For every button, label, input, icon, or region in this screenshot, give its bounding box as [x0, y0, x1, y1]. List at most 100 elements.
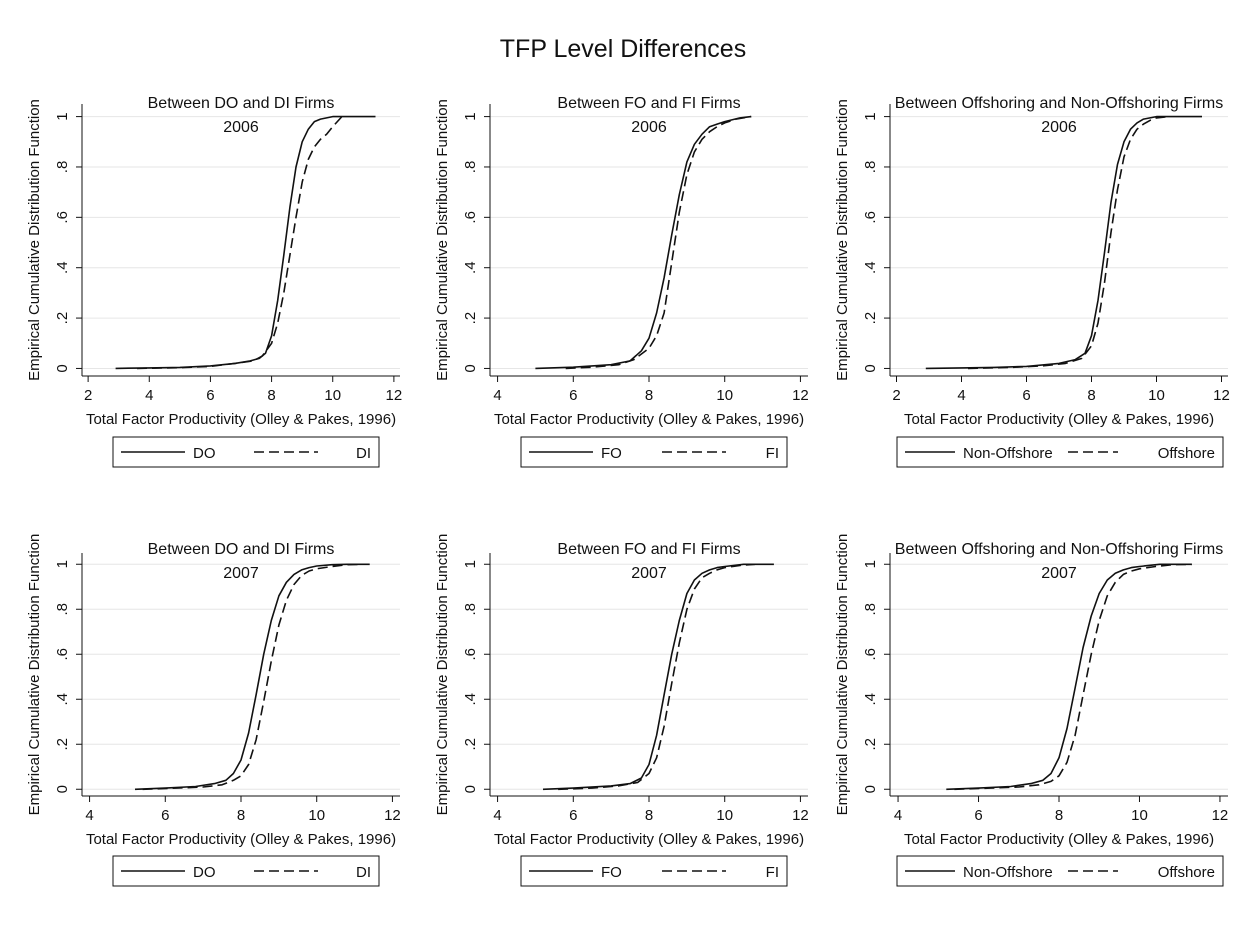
- chart-subtitle: 2007: [223, 565, 259, 582]
- legend-label: DI: [356, 445, 371, 462]
- y-axis-label: Empirical Cumulative Distribution Functi…: [26, 99, 43, 381]
- series-line-di: [136, 116, 343, 370]
- series-line-fo: [542, 563, 774, 791]
- y-tick-label: .6: [462, 211, 479, 224]
- series-line-fo: [535, 115, 752, 370]
- x-axis-label: Total Factor Productivity (Olley & Pakes…: [904, 831, 1214, 848]
- y-tick-label: .4: [462, 693, 479, 706]
- x-tick-label: 4: [957, 387, 965, 404]
- legend: Non-Offshore Offshore: [896, 436, 1224, 468]
- legend-label: Offshore: [1158, 864, 1215, 881]
- chart-subtitle: 2007: [631, 565, 667, 582]
- x-tick-label: 6: [569, 387, 577, 404]
- x-axis-label: Total Factor Productivity (Olley & Pakes…: [494, 831, 804, 848]
- chart-title: Between DO and DI Firms: [148, 541, 335, 558]
- y-tick-label: .8: [862, 603, 879, 616]
- y-tick-label: .8: [462, 161, 479, 174]
- chart-subtitle: 2006: [223, 119, 259, 136]
- x-axis-label: Total Factor Productivity (Olley & Pakes…: [86, 831, 396, 848]
- y-tick-label: .2: [862, 312, 879, 325]
- x-tick-label: 8: [645, 807, 653, 824]
- legend: DO DI: [112, 855, 380, 887]
- chart-title: Between FO and FI Firms: [557, 541, 740, 558]
- series-line-fi: [558, 563, 756, 791]
- x-tick-label: 12: [792, 387, 809, 404]
- y-tick-label: .6: [54, 648, 71, 661]
- chart-title: Between FO and FI Firms: [557, 95, 740, 112]
- x-axis-label: Total Factor Productivity (Olley & Pakes…: [86, 411, 396, 428]
- y-tick-label: .2: [54, 738, 71, 751]
- legend: Non-Offshore Offshore: [896, 855, 1224, 887]
- chart-subtitle: 2006: [1041, 119, 1077, 136]
- x-tick-label: 10: [324, 387, 341, 404]
- y-tick-label: 0: [54, 785, 71, 793]
- series-line-di: [142, 563, 363, 791]
- y-tick-label: .2: [462, 738, 479, 751]
- x-tick-label: 6: [161, 807, 169, 824]
- x-tick-label: 6: [974, 807, 982, 824]
- x-tick-label: 8: [1087, 387, 1095, 404]
- legend-label: FI: [766, 445, 779, 462]
- x-tick-label: 10: [716, 807, 733, 824]
- y-tick-label: 1: [862, 112, 879, 120]
- x-tick-label: 4: [85, 807, 93, 824]
- y-tick-label: 0: [862, 364, 879, 372]
- y-tick-label: .4: [54, 261, 71, 274]
- y-tick-label: .2: [862, 738, 879, 751]
- x-tick-label: 12: [384, 807, 401, 824]
- x-tick-label: 4: [894, 807, 902, 824]
- chart-panel: Between Offshoring and Non-Offshoring Fi…: [834, 95, 1230, 468]
- x-tick-label: 4: [493, 387, 501, 404]
- chart-subtitle: 2006: [631, 119, 667, 136]
- x-axis-label: Total Factor Productivity (Olley & Pakes…: [904, 411, 1214, 428]
- chart-subtitle: 2007: [1041, 565, 1077, 582]
- x-tick-label: 6: [569, 807, 577, 824]
- y-tick-label: 0: [862, 785, 879, 793]
- legend-label: Non-Offshore: [963, 864, 1053, 881]
- legend-label: Non-Offshore: [963, 445, 1053, 462]
- chart-panel: Between DO and DI Firms 2007 0 .2 .4 .6 .8 1 4 6 8…: [26, 534, 401, 887]
- series-line-offshore: [967, 115, 1170, 370]
- legend: DO DI: [112, 436, 380, 468]
- y-tick-label: .8: [462, 603, 479, 616]
- x-tick-label: 6: [206, 387, 214, 404]
- series-line-non-offshore: [925, 115, 1202, 370]
- series-line-fi: [565, 115, 752, 370]
- y-tick-label: 1: [54, 112, 71, 120]
- series-line-non-offshore: [946, 563, 1192, 791]
- x-tick-label: 8: [1055, 807, 1063, 824]
- y-axis-label: Empirical Cumulative Distribution Functi…: [834, 99, 851, 381]
- series-line-do: [134, 563, 370, 791]
- y-axis-label: Empirical Cumulative Distribution Functi…: [834, 534, 851, 816]
- y-axis-label: Empirical Cumulative Distribution Functi…: [434, 534, 451, 816]
- chart-panel: Between FO and FI Firms 2007 0 .2 .4 .6 .8 1 4 6 8…: [434, 534, 809, 887]
- x-tick-label: 8: [267, 387, 275, 404]
- y-tick-label: .6: [862, 211, 879, 224]
- y-tick-label: .8: [54, 161, 71, 174]
- x-tick-label: 10: [1131, 807, 1148, 824]
- y-tick-label: 1: [462, 560, 479, 568]
- chart-panel: Between Offshoring and Non-Offshoring Fi…: [834, 534, 1229, 887]
- chart-title: Between DO and DI Firms: [148, 95, 335, 112]
- y-tick-label: .4: [862, 261, 879, 274]
- x-tick-label: 4: [493, 807, 501, 824]
- chart-title: Between Offshoring and Non-Offshoring Fi…: [895, 541, 1223, 558]
- y-tick-label: .4: [862, 693, 879, 706]
- legend-label: DO: [193, 445, 216, 462]
- y-tick-label: .8: [54, 603, 71, 616]
- series-line-do: [115, 115, 376, 370]
- x-axis-label: Total Factor Productivity (Olley & Pakes…: [494, 411, 804, 428]
- y-tick-label: 1: [862, 560, 879, 568]
- x-tick-label: 12: [792, 807, 809, 824]
- y-tick-label: 0: [462, 364, 479, 372]
- x-tick-label: 2: [892, 387, 900, 404]
- legend-label: Offshore: [1158, 445, 1215, 462]
- legend-label: FO: [601, 445, 622, 462]
- x-tick-label: 12: [1212, 807, 1229, 824]
- series-line-offshore: [954, 563, 1192, 791]
- x-tick-label: 6: [1022, 387, 1030, 404]
- y-tick-label: .6: [862, 648, 879, 661]
